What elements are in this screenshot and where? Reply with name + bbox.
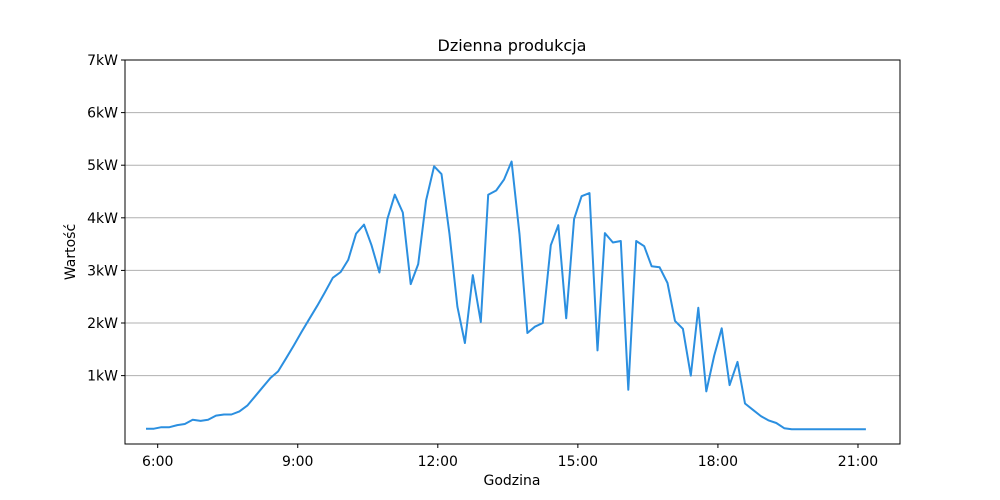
x-tick-label: 15:00: [558, 454, 598, 470]
x-tick-label: 21:00: [838, 454, 878, 470]
y-tick-label: 6kW: [87, 106, 118, 122]
y-tick-label: 7kW: [87, 53, 118, 69]
x-tick-label: 12:00: [418, 454, 458, 470]
x-axis: 6:00 9:00 12:00 15:00 18:00 21:00: [142, 444, 878, 470]
y-tick-label: 5kW: [87, 158, 118, 174]
y-tick-label: 3kW: [87, 263, 118, 279]
x-tick-label: 6:00: [142, 454, 173, 470]
y-tick-label: 1kW: [87, 369, 118, 385]
grid-lines: [125, 112, 900, 377]
y-tick-label: 4kW: [87, 211, 118, 227]
x-axis-label: Godzina: [484, 473, 541, 489]
series-group: [146, 160, 866, 431]
x-tick-label: 18:00: [698, 454, 738, 470]
x-tick-label: 9:00: [282, 454, 313, 470]
chart-title: Dzienna produkcja: [438, 36, 587, 55]
y-tick-label: 2kW: [87, 316, 118, 332]
y-axis: 1kW 2kW 3kW 4kW 5kW 6kW 7kW: [87, 53, 125, 385]
plot-frame: [124, 59, 901, 445]
y-axis-label: Wartość: [63, 224, 79, 280]
series-line: [146, 160, 866, 431]
